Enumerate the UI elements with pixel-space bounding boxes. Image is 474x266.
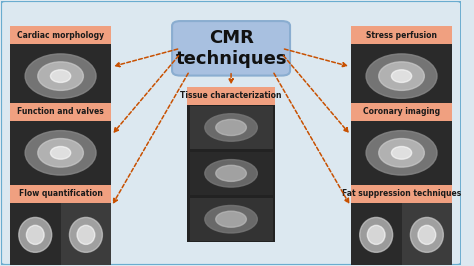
- Ellipse shape: [25, 54, 96, 98]
- Ellipse shape: [366, 131, 437, 175]
- FancyBboxPatch shape: [351, 185, 452, 203]
- FancyBboxPatch shape: [0, 1, 461, 265]
- Text: Flow quantification: Flow quantification: [18, 189, 102, 198]
- Text: Function and valves: Function and valves: [17, 107, 104, 116]
- FancyBboxPatch shape: [10, 185, 111, 203]
- Ellipse shape: [216, 165, 246, 181]
- FancyBboxPatch shape: [190, 198, 273, 241]
- Text: Coronary imaging: Coronary imaging: [363, 107, 440, 116]
- FancyBboxPatch shape: [187, 105, 275, 242]
- Ellipse shape: [38, 62, 83, 90]
- Ellipse shape: [50, 70, 71, 82]
- FancyBboxPatch shape: [172, 21, 290, 76]
- Ellipse shape: [366, 54, 437, 98]
- FancyBboxPatch shape: [10, 103, 111, 121]
- Ellipse shape: [410, 217, 443, 252]
- Ellipse shape: [25, 131, 96, 175]
- FancyBboxPatch shape: [10, 203, 61, 266]
- FancyBboxPatch shape: [61, 203, 111, 266]
- Ellipse shape: [379, 62, 424, 90]
- Ellipse shape: [77, 225, 95, 244]
- Ellipse shape: [367, 225, 385, 244]
- Ellipse shape: [379, 139, 424, 167]
- Ellipse shape: [216, 119, 246, 135]
- Ellipse shape: [50, 147, 71, 159]
- Ellipse shape: [205, 205, 257, 233]
- FancyBboxPatch shape: [10, 121, 111, 185]
- Ellipse shape: [392, 147, 412, 159]
- Ellipse shape: [38, 139, 83, 167]
- Text: Stress perfusion: Stress perfusion: [366, 31, 437, 40]
- Ellipse shape: [205, 114, 257, 141]
- FancyBboxPatch shape: [351, 44, 452, 108]
- Ellipse shape: [205, 160, 257, 187]
- Ellipse shape: [70, 217, 102, 252]
- FancyBboxPatch shape: [401, 203, 452, 266]
- FancyBboxPatch shape: [351, 203, 401, 266]
- Text: Cardiac morphology: Cardiac morphology: [17, 31, 104, 40]
- FancyBboxPatch shape: [10, 26, 111, 44]
- Ellipse shape: [27, 225, 44, 244]
- Ellipse shape: [360, 217, 392, 252]
- Text: Fat suppression techniques: Fat suppression techniques: [342, 189, 461, 198]
- FancyBboxPatch shape: [187, 87, 275, 105]
- Ellipse shape: [19, 217, 52, 252]
- FancyBboxPatch shape: [351, 121, 452, 185]
- FancyBboxPatch shape: [351, 103, 452, 121]
- Text: Tissue characterization: Tissue characterization: [180, 92, 282, 101]
- FancyBboxPatch shape: [10, 44, 111, 108]
- FancyBboxPatch shape: [190, 152, 273, 195]
- Ellipse shape: [216, 211, 246, 227]
- FancyBboxPatch shape: [190, 106, 273, 149]
- Text: CMR
techniques: CMR techniques: [175, 29, 287, 68]
- Ellipse shape: [392, 70, 412, 82]
- Ellipse shape: [418, 225, 436, 244]
- FancyBboxPatch shape: [351, 26, 452, 44]
